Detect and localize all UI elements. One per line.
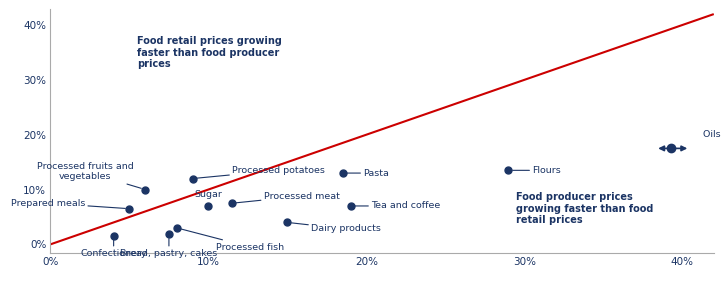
Text: Sugar: Sugar xyxy=(195,190,222,199)
Text: Flours: Flours xyxy=(513,166,561,175)
Text: Prepared meals: Prepared meals xyxy=(11,199,125,208)
Text: Processed fruits and
vegetables: Processed fruits and vegetables xyxy=(37,162,141,188)
Text: Oils and fats (+53%): Oils and fats (+53%) xyxy=(703,129,721,139)
Text: Pasta: Pasta xyxy=(347,168,389,178)
Text: Food producer prices
growing faster than food
retail prices: Food producer prices growing faster than… xyxy=(516,192,654,226)
Text: Tea and coffee: Tea and coffee xyxy=(355,201,441,210)
Text: Dairy products: Dairy products xyxy=(291,223,381,234)
Text: Processed fish: Processed fish xyxy=(181,229,284,252)
Text: Processed potatoes: Processed potatoes xyxy=(197,166,325,178)
Text: Bread, pastry, cakes: Bread, pastry, cakes xyxy=(120,238,218,258)
Text: Confectionery: Confectionery xyxy=(81,240,147,258)
Text: Food retail prices growing
faster than food producer
prices: Food retail prices growing faster than f… xyxy=(137,36,282,69)
Text: Processed meat: Processed meat xyxy=(236,192,340,203)
